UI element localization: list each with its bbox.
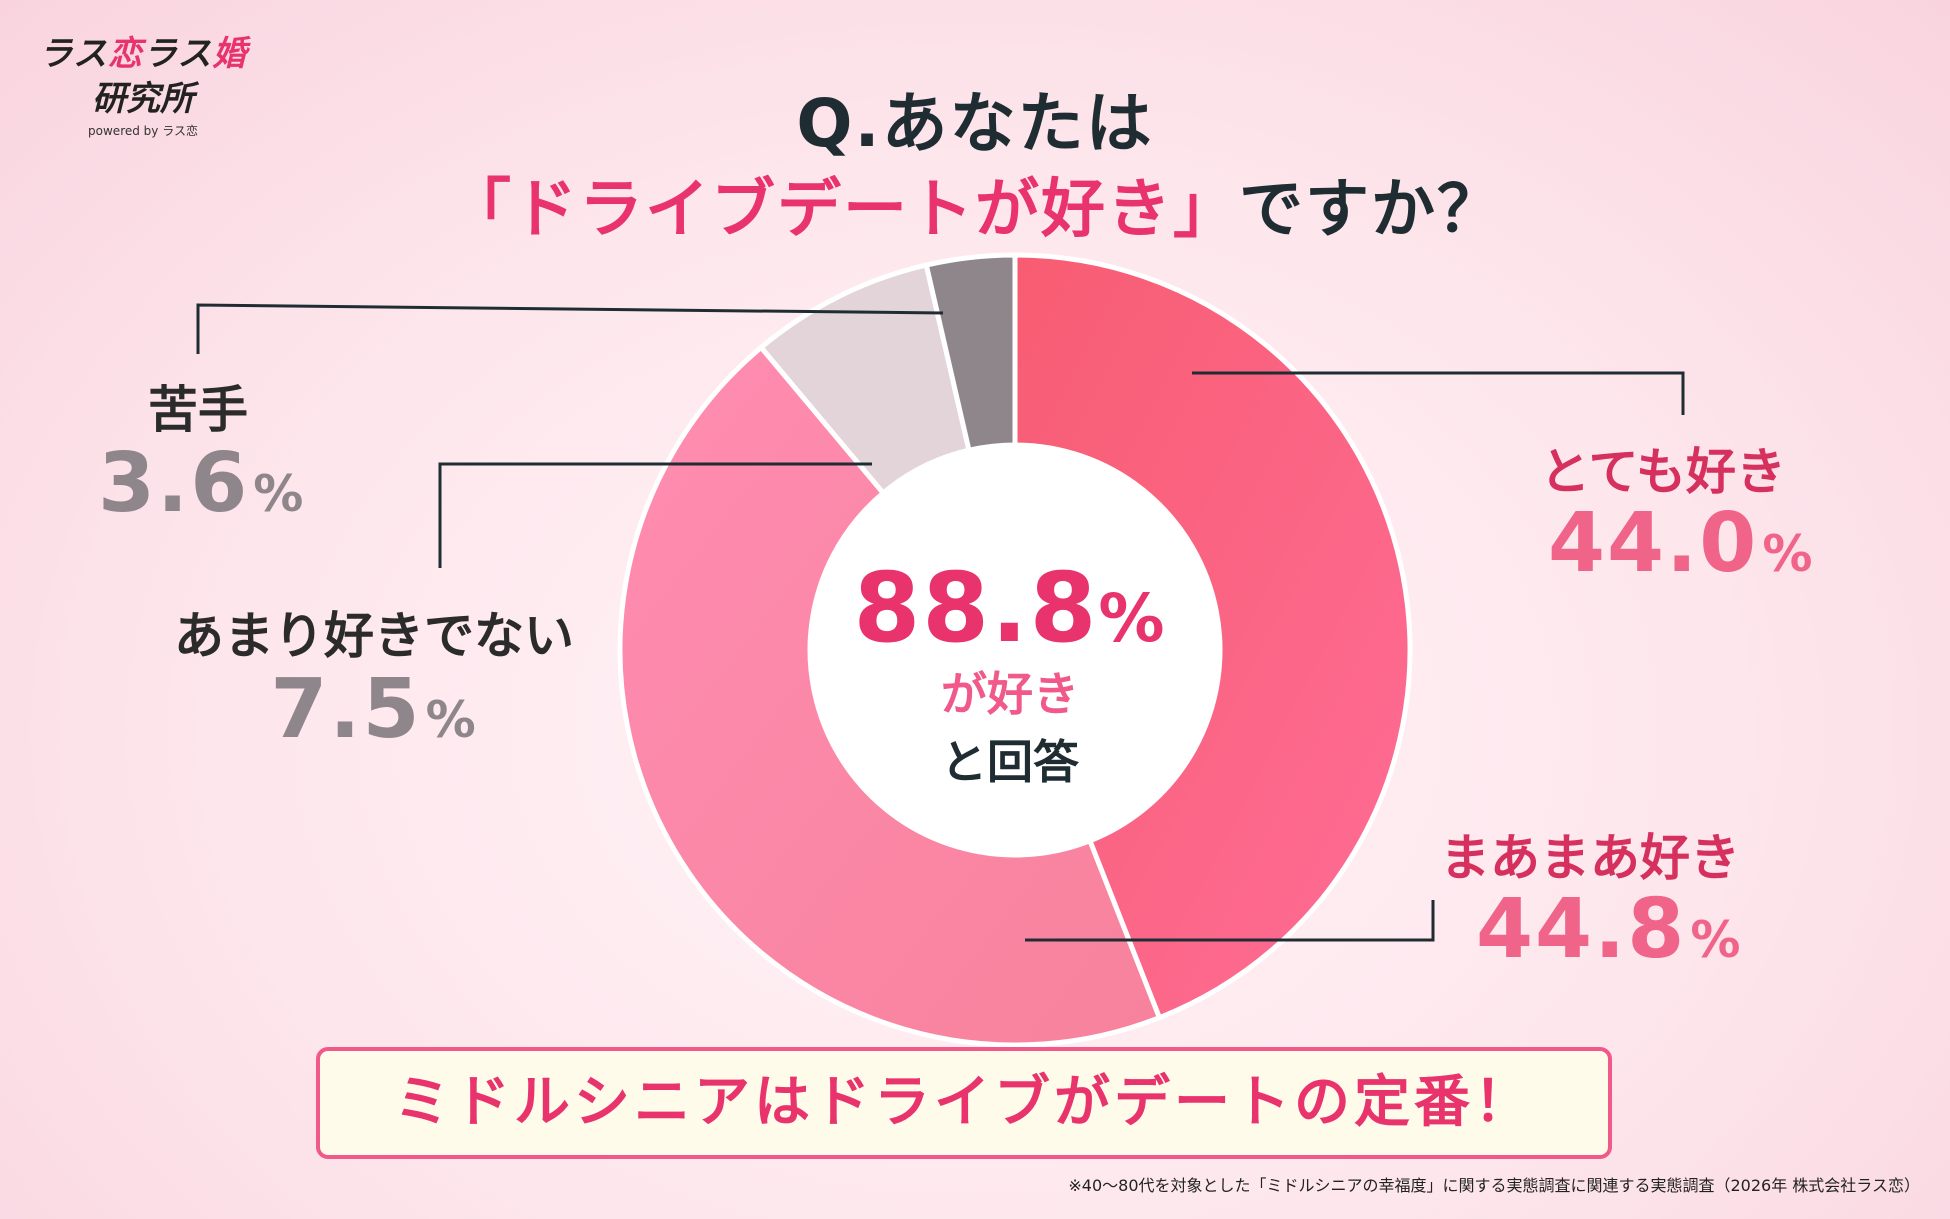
label-very: とても好き 44.0% [1540,432,1814,591]
label-notreally-value: 7.5% [270,662,478,757]
leader-line-very [1192,371,1685,415]
chart-title-line1: Q.あなたは [796,85,1154,162]
title-highlight: 「ドライブデートが好き」 [447,173,1239,247]
label-somewhat: まあまあ好き 44.8% [1440,818,1742,977]
donut-hole [810,445,1220,855]
label-dislike: 苦手 3.6% [98,370,306,531]
footnote: ※40〜80代を対象とした「ミドルシニアの幸福度」に関する実態調査に関連する実態… [1068,1176,1920,1195]
label-dislike-name: 苦手 [148,381,248,439]
center-value: 88.8% [853,552,1167,664]
label-somewhat-value: 44.8% [1476,882,1743,977]
center-line1: が好き [941,667,1079,721]
label-somewhat-name: まあまあ好き [1440,829,1740,887]
leader-line-notreally [438,462,872,568]
label-notreally-name: あまり好きでない [174,607,574,665]
logo-line1: ラス恋ラス婚 [38,34,248,74]
leader-line-dislike [196,303,944,354]
title-rest: ですか？ [1239,173,1503,247]
label-dislike-value: 3.6% [98,436,306,531]
logo: ラス恋ラス婚 研究所 powered by ラス恋 [28,26,258,139]
leader-line-somewhat [1025,900,1435,942]
logo-line2: 研究所 [92,79,194,119]
label-very-value: 44.0% [1548,496,1815,591]
conclusion-banner: ミドルシニアはドライブがデートの定番！ [316,1047,1612,1159]
label-very-name: とても好き [1540,443,1786,501]
center-line2: と回答 [941,735,1079,789]
donut-center: 88.8% が好き と回答 [820,552,1200,792]
logo-tagline: powered by ラス恋 [88,124,198,138]
chart-title-line2: 「ドライブデートが好き」ですか？ [0,158,1950,250]
label-notreally: あまり好きでない 7.5% [155,596,593,757]
